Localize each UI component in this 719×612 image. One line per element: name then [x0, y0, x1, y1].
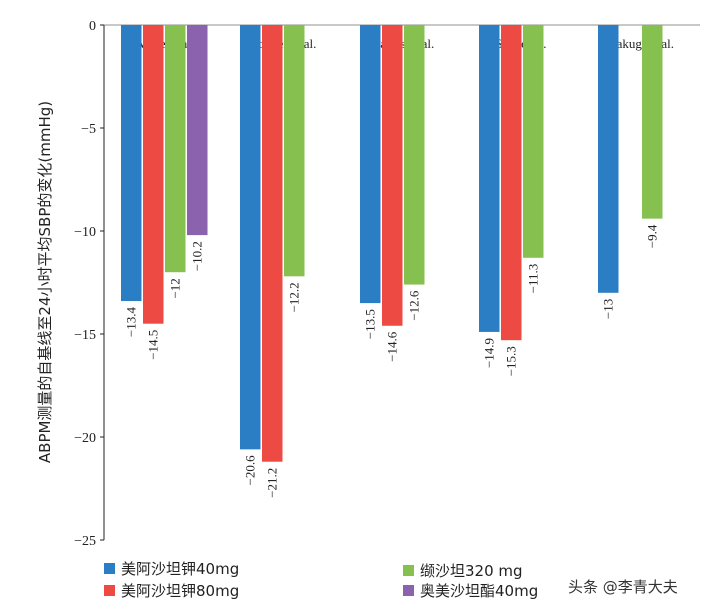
y-tick-label: −5: [81, 122, 96, 137]
legend-label: 缬沙坦320 mg: [420, 562, 523, 580]
bar-bonner-series-0: [240, 25, 261, 450]
category-label: Bakris et al.: [372, 36, 434, 51]
bar-rakugi-series-2: [642, 25, 663, 219]
legend-swatch: [104, 563, 115, 574]
legend-swatch: [104, 585, 115, 596]
legend-swatch: [403, 565, 414, 576]
data-label: −20.6: [243, 455, 258, 486]
bar-sica-series-2: [523, 25, 544, 258]
legend-swatch: [403, 585, 414, 596]
data-label: −14.6: [385, 331, 400, 362]
y-axis-label: ABPM测量的自基线至24小时平均SBP的变化(mmHg): [36, 101, 54, 463]
data-label: −14.9: [482, 338, 497, 368]
data-label: −13: [601, 299, 616, 319]
legend-label: 奥美沙坦酯40mg: [420, 582, 538, 600]
data-label: −12.6: [407, 290, 422, 321]
bar-bakris-series-2: [404, 25, 425, 285]
bar-bakris-series-1: [382, 25, 403, 326]
data-label: −9.4: [645, 224, 660, 248]
y-tick-label: −10: [74, 225, 96, 240]
data-label: −13.5: [363, 309, 378, 339]
bar-sica-series-1: [501, 25, 522, 341]
legend-label: 美阿沙坦钾40mg: [121, 560, 239, 578]
y-tick-label: −15: [74, 328, 96, 343]
bar-bakris-series-0: [360, 25, 381, 304]
bar-white-series-1: [143, 25, 164, 324]
bar-bonner-series-2: [284, 25, 305, 277]
data-label: −15.3: [504, 346, 519, 376]
data-label: −12: [168, 278, 183, 298]
bar-white-series-3: [187, 25, 208, 236]
bar-white-series-0: [121, 25, 142, 302]
watermark: 头条 @李青大夫: [568, 578, 678, 596]
bar-rakugi-series-0: [598, 25, 619, 293]
bar-bonner-series-1: [262, 25, 283, 462]
data-label: −11.3: [526, 264, 541, 294]
y-tick-label: −25: [74, 534, 96, 549]
y-tick-label: 0: [89, 19, 96, 34]
data-label: −14.5: [146, 330, 161, 360]
bar-white-series-2: [165, 25, 186, 273]
data-label: −10.2: [190, 241, 205, 271]
legend-label: 美阿沙坦钾80mg: [121, 582, 239, 600]
bar-sica-series-0: [479, 25, 500, 332]
data-label: −13.4: [124, 307, 139, 338]
data-label: −12.2: [287, 282, 302, 312]
data-label: −21.2: [265, 468, 280, 498]
y-tick-label: −20: [74, 431, 96, 446]
